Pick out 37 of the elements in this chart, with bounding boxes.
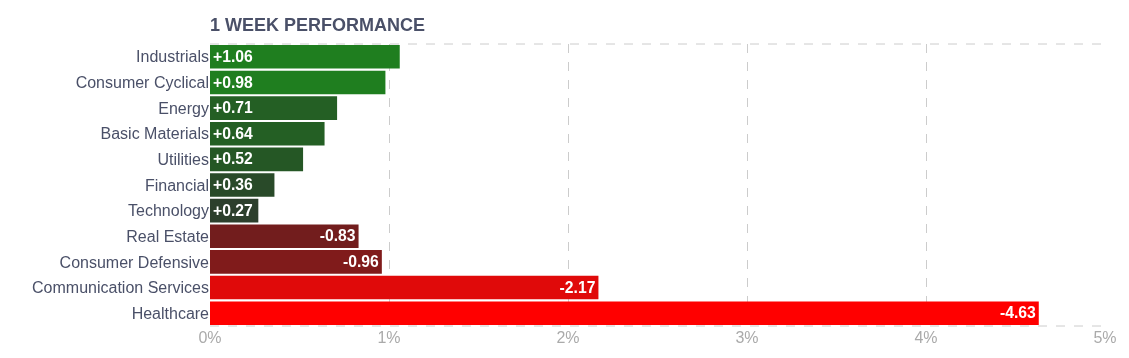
y-tick-label: Healthcare [131, 304, 210, 322]
x-tick-label: 3% [735, 329, 759, 346]
data-label: +0.27 [213, 201, 254, 219]
y-tick-label: Industrials [136, 48, 209, 66]
data-label: +0.52 [213, 150, 254, 168]
data-label: +0.36 [213, 176, 254, 194]
data-label: -4.63 [999, 304, 1037, 322]
y-tick-label: Communication Services [32, 279, 209, 297]
y-tick-label: Basic Materials [100, 125, 209, 143]
x-tick-label: 1% [377, 329, 401, 346]
x-tick-label: 5% [1093, 329, 1117, 346]
bar [210, 275, 599, 300]
bar [210, 301, 1039, 325]
data-label: +0.71 [213, 99, 254, 117]
bar [210, 70, 386, 95]
data-label: +0.98 [213, 73, 254, 91]
bar [210, 96, 338, 120]
y-tick-label: Real Estate [126, 227, 210, 245]
chart-title: 1 WEEK PERFORMANCE [210, 14, 426, 35]
y-tick-label: Technology [128, 202, 209, 220]
y-tick-label: Consumer Defensive [59, 253, 210, 271]
y-tick-label: Consumer Cyclical [75, 74, 209, 92]
x-tick-label: 4% [914, 329, 938, 346]
data-label: +1.06 [213, 47, 254, 65]
bar [210, 45, 400, 69]
y-tick-label: Energy [158, 99, 209, 117]
data-label: -0.96 [343, 253, 380, 270]
y-tick-label: Financial [144, 176, 209, 194]
y-tick-label: Utilities [157, 150, 209, 168]
bar [210, 250, 382, 274]
bar [210, 224, 359, 249]
x-tick-label: 0% [198, 329, 222, 346]
data-label: -2.17 [559, 278, 596, 296]
bar [210, 121, 325, 146]
data-label: +0.64 [213, 124, 254, 142]
data-label: -0.83 [319, 227, 356, 245]
x-tick-label: 2% [556, 329, 580, 346]
